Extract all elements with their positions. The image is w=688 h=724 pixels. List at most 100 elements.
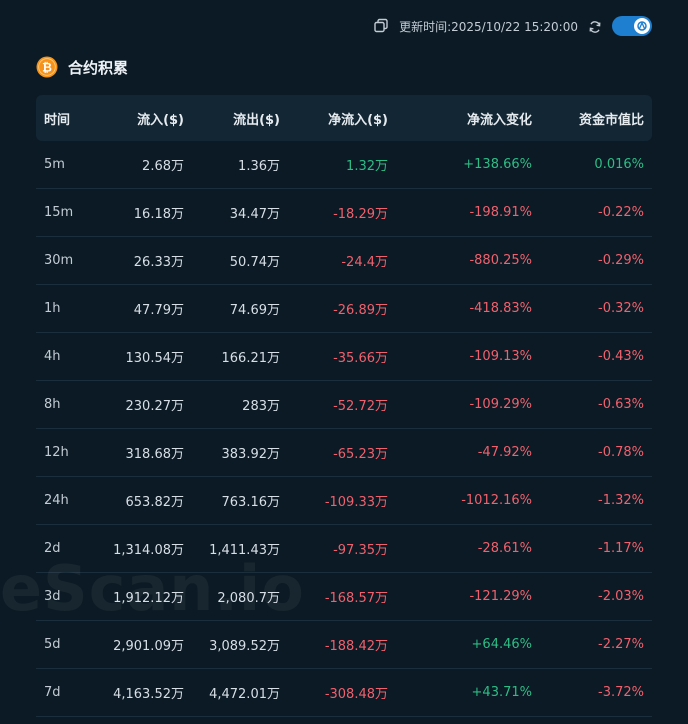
header-net-inflow: 净流入($) bbox=[328, 112, 388, 128]
cell-outflow: 763.16万 bbox=[221, 495, 281, 510]
cell-inflow: 1,314.08万 bbox=[113, 543, 184, 558]
cell-net-change: -28.61% bbox=[477, 541, 532, 556]
toggle-switch[interactable] bbox=[612, 16, 652, 36]
table-row: 8h 230.27万 283万 -52.72万 -109.29% -0.63% bbox=[36, 381, 652, 429]
cell-cap-ratio: -3.72% bbox=[598, 685, 644, 700]
refresh-icon[interactable] bbox=[588, 19, 602, 33]
cell-net-change: -1012.16% bbox=[461, 493, 532, 508]
cell-inflow: 26.33万 bbox=[133, 255, 184, 270]
cell-outflow: 1.36万 bbox=[238, 159, 280, 174]
table-row: 3d 1,912.12万 2,080.7万 -168.57万 -121.29% -2.03… bbox=[36, 573, 652, 621]
copy-icon[interactable] bbox=[373, 18, 389, 34]
accumulation-table: 时间 流入($) 流出($) 净流入($) 净流入变化 资金市值比 5m 2.68… bbox=[36, 95, 652, 717]
cell-net-inflow: -24.4万 bbox=[341, 255, 388, 270]
cell-outflow: 1,411.43万 bbox=[209, 543, 280, 558]
cell-net-inflow: -18.29万 bbox=[333, 207, 388, 222]
cell-net-inflow: -308.48万 bbox=[324, 687, 388, 702]
cell-cap-ratio: -0.22% bbox=[598, 205, 644, 220]
cell-inflow: 16.18万 bbox=[133, 207, 184, 222]
cell-cap-ratio: -0.63% bbox=[598, 397, 644, 412]
cell-time: 7d bbox=[44, 685, 61, 700]
table-row: 7d 4,163.52万 4,472.01万 -308.48万 +43.71% -3.72… bbox=[36, 669, 652, 717]
table-row: 5d 2,901.09万 3,089.52万 -188.42万 +64.46% -2.27… bbox=[36, 621, 652, 669]
cell-net-change: +64.46% bbox=[471, 637, 532, 652]
topbar: 更新时间:2025/10/22 15:20:00 bbox=[373, 14, 652, 38]
cell-outflow: 3,089.52万 bbox=[209, 639, 280, 654]
cell-net-inflow: -35.66万 bbox=[333, 351, 388, 366]
cell-cap-ratio: -2.03% bbox=[598, 589, 644, 604]
cell-net-inflow: -97.35万 bbox=[333, 543, 388, 558]
cell-net-change: +138.66% bbox=[463, 157, 532, 172]
cell-net-inflow: -65.23万 bbox=[333, 447, 388, 462]
header-time: 时间 bbox=[44, 112, 71, 128]
cell-time: 30m bbox=[44, 253, 74, 268]
cell-inflow: 653.82万 bbox=[125, 495, 185, 510]
header-net-change: 净流入变化 bbox=[466, 112, 532, 128]
svg-text:₿: ₿ bbox=[42, 61, 52, 75]
cell-net-change: -109.29% bbox=[469, 397, 532, 412]
cell-inflow: 318.68万 bbox=[125, 447, 185, 462]
cell-net-change: -47.92% bbox=[477, 445, 532, 460]
table-row: 15m 16.18万 34.47万 -18.29万 -198.91% -0.22% bbox=[36, 189, 652, 237]
cell-outflow: 34.47万 bbox=[229, 207, 280, 222]
cell-net-inflow: 1.32万 bbox=[346, 159, 388, 174]
header-inflow: 流入($) bbox=[137, 112, 184, 128]
cell-net-inflow: -188.42万 bbox=[324, 639, 388, 654]
cell-net-inflow: -168.57万 bbox=[324, 591, 388, 606]
cell-inflow: 2.68万 bbox=[142, 159, 184, 174]
cell-time: 1h bbox=[44, 301, 61, 316]
cell-outflow: 383.92万 bbox=[221, 447, 281, 462]
bitcoin-icon: ₿ bbox=[36, 56, 58, 78]
cell-cap-ratio: -1.32% bbox=[598, 493, 644, 508]
cell-time: 3d bbox=[44, 589, 61, 604]
cell-net-inflow: -52.72万 bbox=[333, 399, 388, 414]
table-row: 2d 1,314.08万 1,411.43万 -97.35万 -28.61% -1.17% bbox=[36, 525, 652, 573]
cell-net-change: -418.83% bbox=[469, 301, 532, 316]
cell-cap-ratio: -2.27% bbox=[598, 637, 644, 652]
cell-time: 24h bbox=[44, 493, 69, 508]
table-header-row: 时间 流入($) 流出($) 净流入($) 净流入变化 资金市值比 bbox=[36, 95, 652, 141]
toggle-knob-icon bbox=[634, 18, 650, 34]
cell-cap-ratio: -0.78% bbox=[598, 445, 644, 460]
cell-net-change: +43.71% bbox=[471, 685, 532, 700]
cell-time: 12h bbox=[44, 445, 69, 460]
cell-time: 8h bbox=[44, 397, 61, 412]
cell-inflow: 1,912.12万 bbox=[113, 591, 184, 606]
cell-cap-ratio: -0.29% bbox=[598, 253, 644, 268]
cell-inflow: 47.79万 bbox=[133, 303, 184, 318]
cell-outflow: 74.69万 bbox=[229, 303, 280, 318]
cell-inflow: 230.27万 bbox=[125, 399, 185, 414]
cell-cap-ratio: 0.016% bbox=[594, 157, 644, 172]
cell-time: 4h bbox=[44, 349, 61, 364]
cell-net-inflow: -109.33万 bbox=[324, 495, 388, 510]
cell-outflow: 50.74万 bbox=[229, 255, 280, 270]
table-row: 4h 130.54万 166.21万 -35.66万 -109.13% -0.43% bbox=[36, 333, 652, 381]
cell-time: 5d bbox=[44, 637, 61, 652]
cell-cap-ratio: -0.32% bbox=[598, 301, 644, 316]
cell-cap-ratio: -1.17% bbox=[598, 541, 644, 556]
cell-net-change: -109.13% bbox=[469, 349, 532, 364]
header-cap-ratio: 资金市值比 bbox=[578, 112, 644, 128]
cell-inflow: 2,901.09万 bbox=[113, 639, 184, 654]
cell-inflow: 4,163.52万 bbox=[113, 687, 184, 702]
cell-outflow: 2,080.7万 bbox=[217, 591, 280, 606]
cell-outflow: 283万 bbox=[242, 399, 280, 414]
cell-inflow: 130.54万 bbox=[125, 351, 185, 366]
table-row: 24h 653.82万 763.16万 -109.33万 -1012.16% -1.32% bbox=[36, 477, 652, 525]
table-row: 1h 47.79万 74.69万 -26.89万 -418.83% -0.32% bbox=[36, 285, 652, 333]
table-body: 5m 2.68万 1.36万 1.32万 +138.66% 0.016% 15m 16.18万… bbox=[36, 141, 652, 717]
cell-outflow: 166.21万 bbox=[221, 351, 281, 366]
header-outflow: 流出($) bbox=[233, 112, 280, 128]
section-title: 合约积累 bbox=[68, 58, 129, 77]
cell-net-change: -880.25% bbox=[469, 253, 532, 268]
cell-cap-ratio: -0.43% bbox=[598, 349, 644, 364]
cell-net-inflow: -26.89万 bbox=[333, 303, 388, 318]
cell-net-change: -198.91% bbox=[469, 205, 532, 220]
table-row: 12h 318.68万 383.92万 -65.23万 -47.92% -0.78% bbox=[36, 429, 652, 477]
cell-time: 2d bbox=[44, 541, 61, 556]
update-time-text: 更新时间:2025/10/22 15:20:00 bbox=[399, 19, 578, 34]
section-header: ₿ 合约积累 bbox=[36, 54, 128, 80]
table-row: 5m 2.68万 1.36万 1.32万 +138.66% 0.016% bbox=[36, 141, 652, 189]
table-row: 30m 26.33万 50.74万 -24.4万 -880.25% -0.29% bbox=[36, 237, 652, 285]
cell-net-change: -121.29% bbox=[469, 589, 532, 604]
